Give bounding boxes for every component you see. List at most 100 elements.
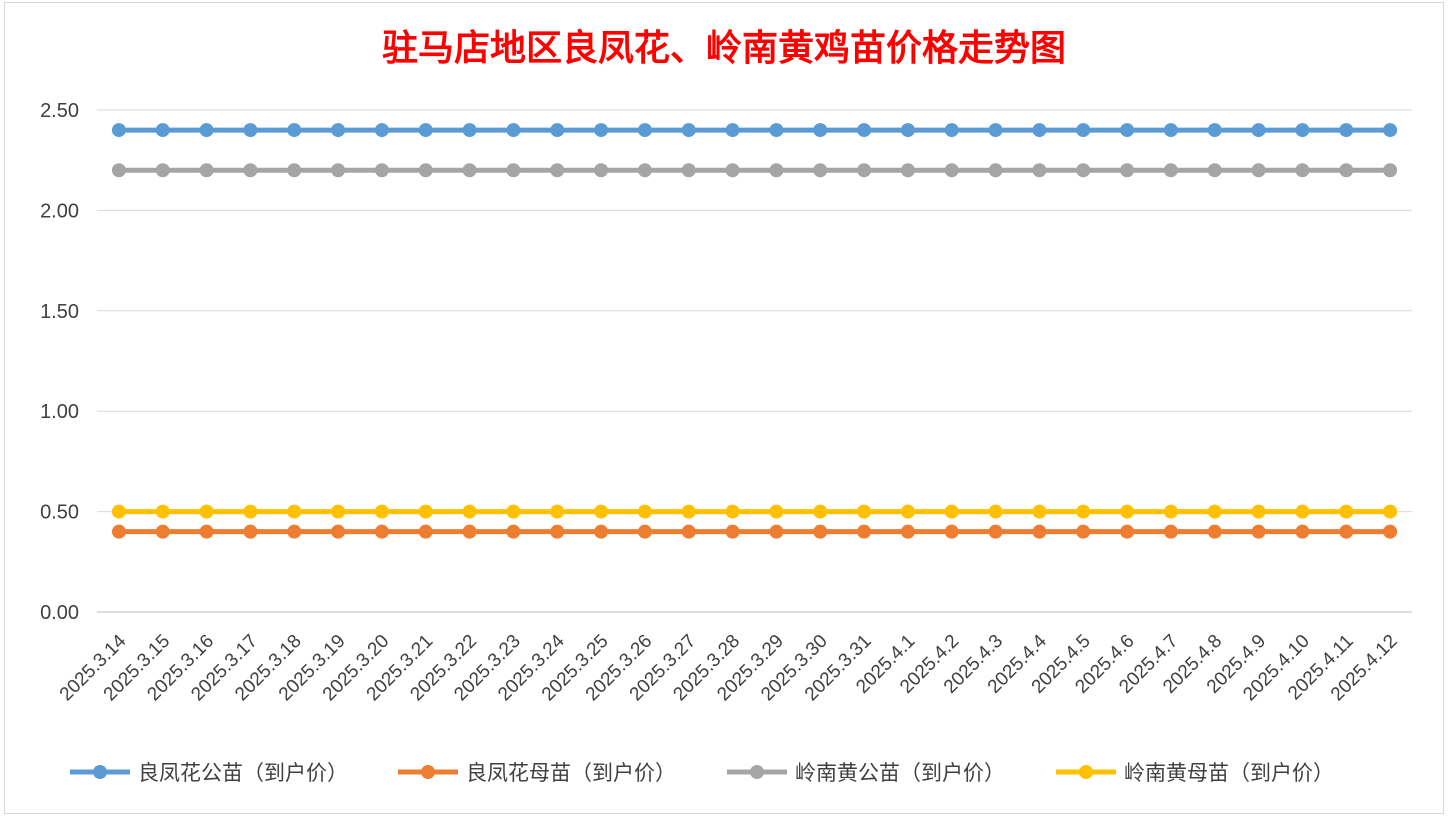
data-point <box>1339 123 1354 138</box>
data-point <box>1383 163 1398 178</box>
data-point <box>462 123 477 138</box>
data-point <box>594 504 609 519</box>
data-point <box>155 123 170 138</box>
data-point <box>1339 524 1354 539</box>
data-point <box>550 504 565 519</box>
data-point <box>1251 504 1266 519</box>
data-point <box>681 123 696 138</box>
series-lines <box>111 123 1398 539</box>
data-point <box>418 123 433 138</box>
data-point <box>155 504 170 519</box>
data-point <box>1295 123 1310 138</box>
data-point <box>857 524 872 539</box>
data-point <box>1163 123 1178 138</box>
data-point <box>857 123 872 138</box>
data-point <box>462 163 477 178</box>
legend-swatch-marker <box>750 765 764 779</box>
data-point <box>594 163 609 178</box>
data-point <box>900 123 915 138</box>
y-tick-label: 0.50 <box>40 502 79 524</box>
data-point <box>681 163 696 178</box>
data-point <box>155 163 170 178</box>
data-point <box>1251 123 1266 138</box>
data-point <box>725 123 740 138</box>
data-point <box>111 163 126 178</box>
data-point <box>857 504 872 519</box>
legend-label: 良凤花母苗（到户价） <box>466 761 676 785</box>
data-point <box>769 524 784 539</box>
legend-swatch-marker <box>421 765 435 779</box>
data-point <box>550 524 565 539</box>
data-point <box>594 123 609 138</box>
data-point <box>1383 504 1398 519</box>
data-point <box>1032 504 1047 519</box>
data-point <box>287 163 302 178</box>
data-point <box>331 504 346 519</box>
data-point <box>988 524 1003 539</box>
data-point <box>725 504 740 519</box>
data-point <box>1339 504 1354 519</box>
data-point <box>637 524 652 539</box>
data-point <box>988 123 1003 138</box>
data-point <box>1032 163 1047 178</box>
data-point <box>1032 123 1047 138</box>
data-point <box>1251 163 1266 178</box>
data-point <box>199 524 214 539</box>
data-point <box>418 524 433 539</box>
data-point <box>331 123 346 138</box>
y-tick-label: 2.50 <box>40 100 79 122</box>
data-point <box>944 123 959 138</box>
data-point <box>725 524 740 539</box>
data-point <box>243 504 258 519</box>
x-axis-ticks: 2025.3.142025.3.152025.3.162025.3.172025… <box>56 630 1402 705</box>
data-point <box>813 524 828 539</box>
series-group <box>111 524 1398 539</box>
data-point <box>1383 524 1398 539</box>
data-point <box>287 123 302 138</box>
legend-item: 良凤花母苗（到户价） <box>398 761 676 785</box>
data-point <box>769 163 784 178</box>
data-point <box>1163 504 1178 519</box>
data-point <box>1120 504 1135 519</box>
data-point <box>1207 504 1222 519</box>
data-point <box>944 524 959 539</box>
data-point <box>637 163 652 178</box>
data-point <box>813 163 828 178</box>
data-point <box>1207 163 1222 178</box>
legend-item: 良凤花公苗（到户价） <box>70 761 348 785</box>
data-point <box>374 524 389 539</box>
data-point <box>243 163 258 178</box>
series-group <box>111 504 1398 519</box>
y-axis-ticks: 0.00 0.50 1.00 1.50 2.00 2.50 <box>40 100 79 624</box>
y-tick-label: 0.00 <box>40 602 79 624</box>
data-point <box>506 524 521 539</box>
data-point <box>331 163 346 178</box>
data-point <box>900 163 915 178</box>
data-point <box>988 163 1003 178</box>
data-point <box>287 524 302 539</box>
data-point <box>900 504 915 519</box>
data-point <box>111 524 126 539</box>
legend-item: 岭南黄母苗（到户价） <box>1056 761 1334 785</box>
data-point <box>1120 123 1135 138</box>
data-point <box>813 504 828 519</box>
chart-frame <box>4 2 1444 814</box>
data-point <box>900 524 915 539</box>
data-point <box>199 504 214 519</box>
data-point <box>331 524 346 539</box>
data-point <box>462 524 477 539</box>
data-point <box>857 163 872 178</box>
data-point <box>637 504 652 519</box>
legend-label: 岭南黄公苗（到户价） <box>795 761 1005 785</box>
data-point <box>681 524 696 539</box>
data-point <box>1383 123 1398 138</box>
legend-swatch-marker <box>93 765 107 779</box>
legend-swatch-marker <box>1079 765 1093 779</box>
y-tick-label: 1.50 <box>40 301 79 323</box>
data-point <box>111 123 126 138</box>
data-point <box>1120 163 1135 178</box>
data-point <box>1076 163 1091 178</box>
data-point <box>1207 123 1222 138</box>
data-point <box>111 504 126 519</box>
